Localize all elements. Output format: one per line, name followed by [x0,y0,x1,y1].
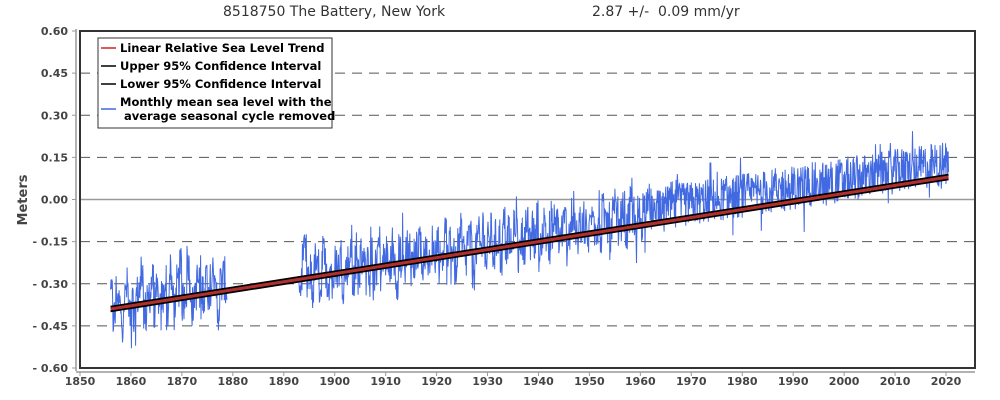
monthly-series [110,131,949,349]
y-tick-label: 0.45 [41,67,68,80]
x-tick-label: 1980 [727,375,758,388]
x-tick-label: 1890 [268,375,299,388]
x-tick-label: 1970 [676,375,707,388]
upper-ci-line [110,173,949,308]
axes: 0.60 0.45 0.30 0.15 0.00 - 0.15 - 0.30 - 0.45 - … [32,25,975,388]
trend-rate: 2.87 +/- 0.09 mm/yr [592,4,740,20]
x-tick-label: 2010 [880,375,911,388]
legend-label-upper: Upper 95% Confidence Interval [120,59,321,73]
y-tick-label: 0.00 [41,194,68,207]
monthly-series-line [110,245,228,349]
lower-ci-line [110,178,949,313]
y-tick-label: - 0.45 [32,320,68,333]
x-tick-label: 1920 [421,375,452,388]
x-tick-label: 1940 [523,375,554,388]
x-tick-label: 2020 [931,375,962,388]
x-tick-label: 1870 [167,375,198,388]
x-tick-label: 1960 [625,375,656,388]
y-axis-label: Meters [16,174,31,225]
x-tick-label: 1930 [472,375,503,388]
x-tick-label: 1910 [370,375,401,388]
x-tick-label: 1860 [116,375,147,388]
y-tick-label: 0.15 [41,151,68,164]
legend: Linear Relative Sea Level Trend Upper 95… [97,37,335,129]
plot-frame [79,30,976,369]
y-tick-label: 0.60 [41,25,68,38]
x-tick-label: 1950 [574,375,605,388]
y-tick-label: 0.30 [41,109,68,122]
legend-label-monthly-2: average seasonal cycle removed [120,109,335,123]
y-tick-label: - 0.30 [32,278,68,291]
x-tick-label: 1850 [65,375,96,388]
trend-line [110,175,949,311]
trend-lines [110,173,949,313]
x-tick-label: 2000 [829,375,860,388]
legend-label-trend: Linear Relative Sea Level Trend [120,41,324,55]
x-tick-label: 1900 [319,375,350,388]
y-tick-label: - 0.60 [32,362,68,375]
y-tick-label: - 0.15 [32,236,68,249]
x-tick-label: 1880 [218,375,249,388]
legend-label-lower: Lower 95% Confidence Interval [120,77,321,91]
chart-title: 8518750 The Battery, New York [223,4,446,20]
x-tick-label: 1990 [778,375,809,388]
legend-label-monthly: Monthly mean sea level with the [120,95,332,109]
